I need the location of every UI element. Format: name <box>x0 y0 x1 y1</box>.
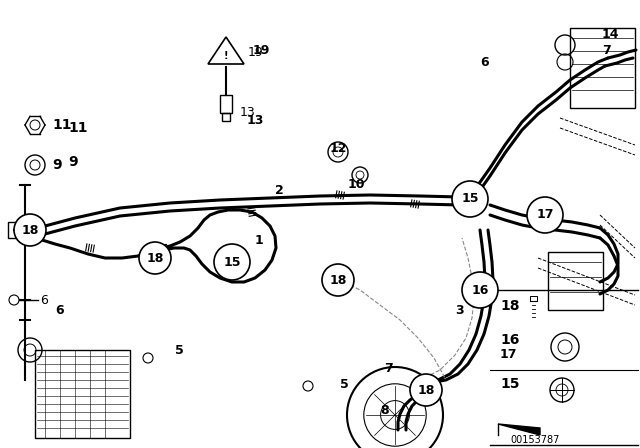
Text: 11: 11 <box>52 118 72 132</box>
Text: 19: 19 <box>253 43 270 56</box>
Text: 8: 8 <box>380 404 388 417</box>
Text: 10: 10 <box>348 178 365 191</box>
Text: 7: 7 <box>384 362 393 375</box>
Text: 5: 5 <box>175 344 184 357</box>
Bar <box>548 252 603 310</box>
Text: 9: 9 <box>68 155 77 169</box>
Text: 2: 2 <box>275 184 284 197</box>
Circle shape <box>466 202 474 210</box>
Text: 18: 18 <box>500 299 520 313</box>
Circle shape <box>139 242 171 274</box>
Circle shape <box>410 374 442 406</box>
Text: 18: 18 <box>330 273 347 287</box>
Text: 12: 12 <box>330 142 348 155</box>
Text: !: ! <box>224 51 228 61</box>
Text: 7: 7 <box>602 43 611 56</box>
Bar <box>530 296 537 301</box>
Text: 5: 5 <box>340 379 349 392</box>
Circle shape <box>466 198 474 206</box>
Bar <box>220 95 232 113</box>
Text: 16: 16 <box>471 284 489 297</box>
Circle shape <box>466 194 474 202</box>
Text: 17: 17 <box>500 349 518 362</box>
Text: 15: 15 <box>500 377 520 391</box>
Text: 13: 13 <box>247 113 264 126</box>
Bar <box>570 28 635 108</box>
Text: 15: 15 <box>223 255 241 268</box>
Text: 6: 6 <box>40 293 48 306</box>
Text: 11: 11 <box>68 121 88 135</box>
Bar <box>8 222 16 238</box>
Text: 00153787: 00153787 <box>510 435 559 445</box>
Circle shape <box>452 181 488 217</box>
Text: 4: 4 <box>410 388 419 401</box>
Circle shape <box>462 272 498 308</box>
Text: 1: 1 <box>255 233 264 246</box>
Text: 17: 17 <box>536 208 554 221</box>
Text: 14: 14 <box>602 29 620 42</box>
Text: 18: 18 <box>417 383 435 396</box>
Text: 9: 9 <box>52 158 61 172</box>
Text: 16: 16 <box>500 333 520 347</box>
Text: 6: 6 <box>55 303 63 316</box>
Circle shape <box>14 214 46 246</box>
Text: 18: 18 <box>147 251 164 264</box>
Text: 13: 13 <box>240 105 256 119</box>
Text: 15: 15 <box>461 193 479 206</box>
Text: 19: 19 <box>248 46 264 59</box>
Circle shape <box>527 197 563 233</box>
Text: 3: 3 <box>455 303 463 316</box>
Bar <box>222 113 230 121</box>
Text: 18: 18 <box>21 224 38 237</box>
Circle shape <box>322 264 354 296</box>
Bar <box>35 350 130 438</box>
Text: 6: 6 <box>480 56 488 69</box>
Polygon shape <box>498 424 540 435</box>
Circle shape <box>214 244 250 280</box>
